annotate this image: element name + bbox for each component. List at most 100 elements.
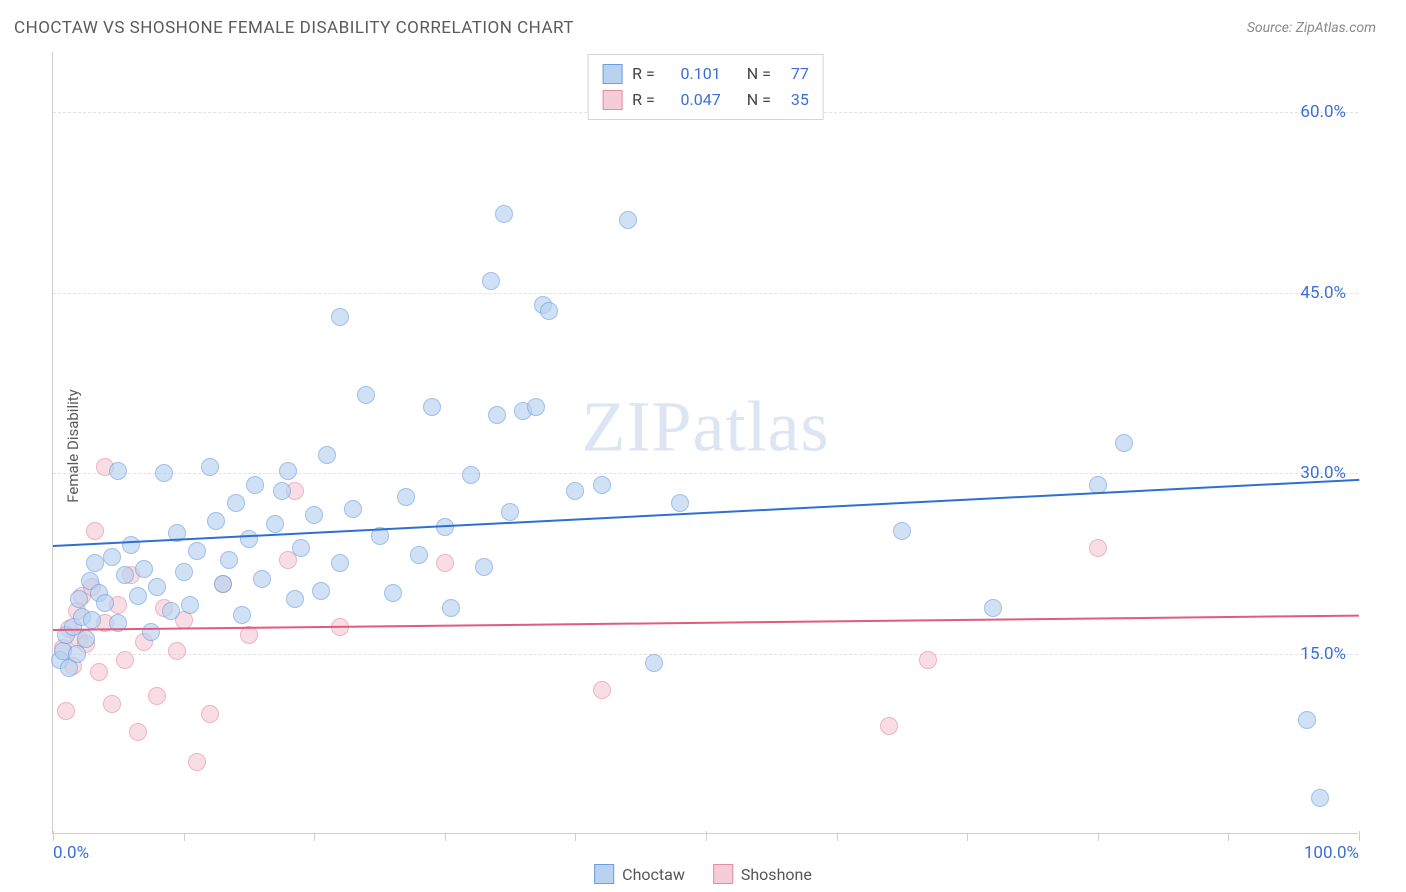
choctaw-point [227,494,245,512]
r-label: R = [632,61,655,87]
legend-label: Choctaw [622,865,685,884]
shoshone-point [880,717,898,735]
n-value: 35 [781,87,809,113]
choctaw-point [103,548,121,566]
legend-swatch [713,864,733,884]
choctaw-point [109,462,127,480]
x-tick [184,833,185,841]
watermark: ZIPatlas [582,385,830,468]
shoshone-point [103,695,121,713]
choctaw-point [495,205,513,223]
shoshone-point [201,705,219,723]
shoshone-point [436,554,454,572]
choctaw-point [233,606,251,624]
shoshone-point [148,687,166,705]
choctaw-point [671,494,689,512]
choctaw-point [1311,789,1329,807]
legend-item-choctaw: Choctaw [594,864,685,884]
shoshone-point [188,753,206,771]
legend-correlation: R = 0.101 N = 77 R = 0.047 N = 35 [587,54,824,120]
choctaw-point [246,476,264,494]
choctaw-point [201,458,219,476]
legend-swatch [594,864,614,884]
n-value: 77 [781,61,809,87]
choctaw-point [292,539,310,557]
n-label: N = [747,87,771,113]
choctaw-point [253,570,271,588]
choctaw-point [1298,711,1316,729]
choctaw-point [70,590,88,608]
x-tick-label: 0.0% [53,843,89,863]
x-tick [445,833,446,841]
choctaw-point [86,554,104,572]
choctaw-point [214,575,232,593]
shoshone-point [116,651,134,669]
chart-title: CHOCTAW VS SHOSHONE FEMALE DISABILITY CO… [14,18,574,38]
choctaw-point [135,560,153,578]
gridline [53,654,1358,655]
shoshone-point [57,702,75,720]
shoshone-point [86,522,104,540]
choctaw-point [122,536,140,554]
shoshone-point [168,642,186,660]
choctaw-point [566,482,584,500]
x-tick [1228,833,1229,841]
choctaw-point [240,530,258,548]
choctaw-point [188,542,206,560]
choctaw-point [77,630,95,648]
x-tick [53,831,54,841]
shoshone-point [240,626,258,644]
choctaw-point [410,546,428,564]
choctaw-point [488,406,506,424]
gridline [53,473,1358,474]
choctaw-point [207,512,225,530]
legend-label: Shoshone [741,865,812,884]
choctaw-point [442,599,460,617]
choctaw-point [331,308,349,326]
choctaw-point [423,398,441,416]
choctaw-point [527,398,545,416]
choctaw-point [273,482,291,500]
choctaw-point [286,590,304,608]
choctaw-point [593,476,611,494]
choctaw-point [893,522,911,540]
x-tick [1359,831,1360,841]
correlation-chart: CHOCTAW VS SHOSHONE FEMALE DISABILITY CO… [0,0,1406,892]
choctaw-point [462,466,480,484]
choctaw-point [220,551,238,569]
chart-source: Source: ZipAtlas.com [1247,20,1376,36]
r-value: 0.047 [665,87,721,113]
choctaw-point [482,272,500,290]
r-value: 0.101 [665,61,721,87]
legend-swatch [602,90,622,110]
choctaw-point [116,566,134,584]
choctaw-point [540,302,558,320]
choctaw-point [397,488,415,506]
x-tick [706,831,707,841]
r-label: R = [632,87,655,113]
choctaw-point [1115,434,1133,452]
choctaw-point [142,623,160,641]
choctaw-point [96,594,114,612]
legend-row-shoshone: R = 0.047 N = 35 [602,87,809,113]
choctaw-point [305,506,323,524]
x-tick [314,833,315,841]
choctaw-point [344,500,362,518]
shoshone-point [593,681,611,699]
choctaw-point [384,584,402,602]
n-label: N = [747,61,771,87]
choctaw-point [318,446,336,464]
choctaw-point [162,602,180,620]
choctaw-point [83,611,101,629]
x-tick [1098,833,1099,841]
choctaw-point [619,211,637,229]
x-tick [967,833,968,841]
choctaw-point [279,462,297,480]
x-tick-label: 100.0% [1304,843,1359,863]
legend-row-choctaw: R = 0.101 N = 77 [602,61,809,87]
choctaw-point [181,596,199,614]
shoshone-point [919,651,937,669]
choctaw-point [266,515,284,533]
shoshone-point [90,663,108,681]
shoshone-point [1089,539,1107,557]
